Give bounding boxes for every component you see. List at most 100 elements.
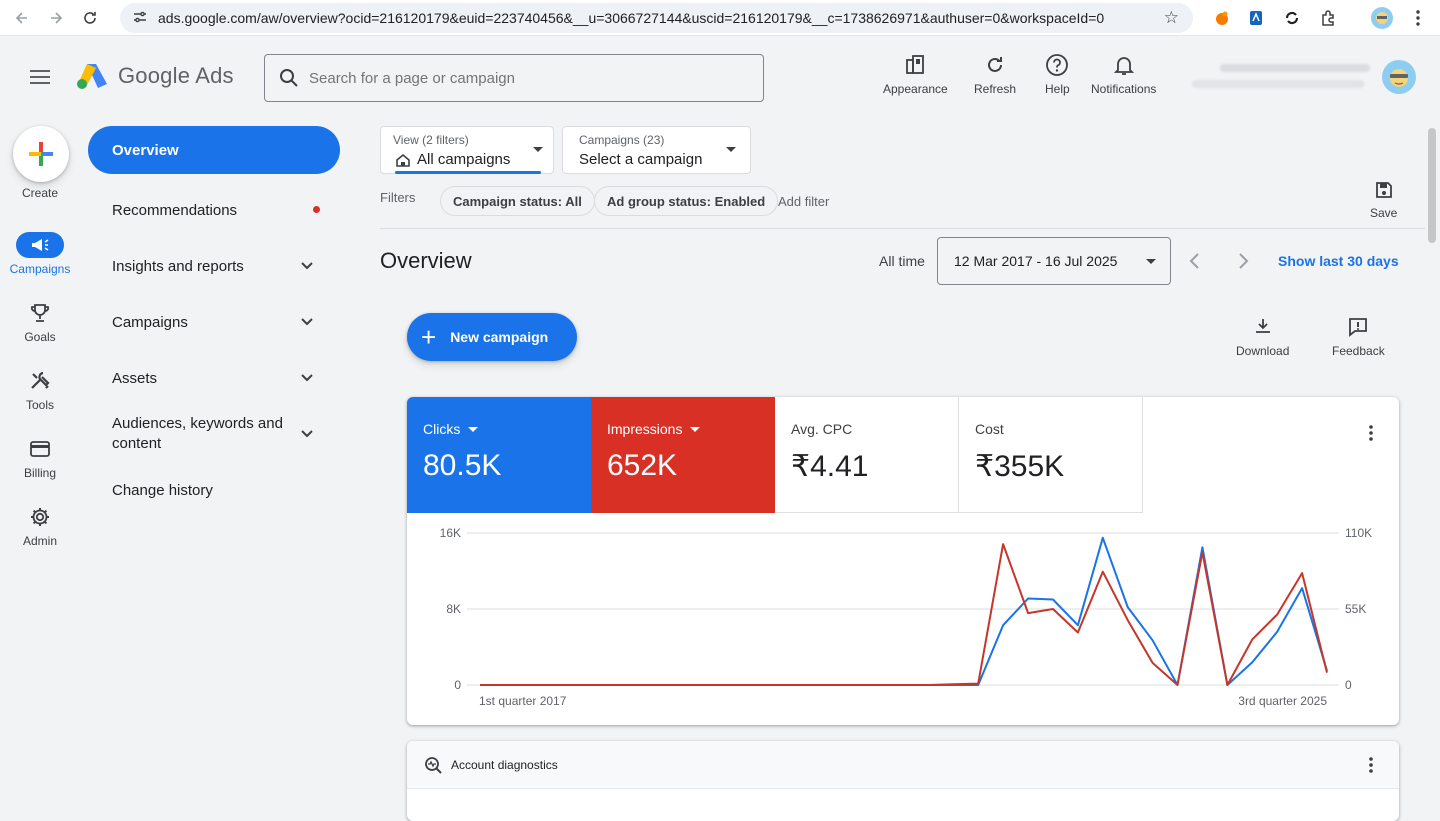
appearance-button[interactable]: Appearance [883,52,948,96]
help-icon [1045,52,1069,78]
menu-icon[interactable] [30,70,50,88]
forward-icon[interactable] [44,6,68,30]
sidebar-nav: Overview Recommendations Insights and re… [88,126,340,518]
campaign-selector[interactable]: Campaigns (23) Select a campaign [562,126,751,174]
caret-down-icon [533,147,543,152]
notifications-label: Notifications [1091,82,1157,96]
sidebar-item-change-history[interactable]: Change history [112,481,213,499]
save-button[interactable]: Save [1370,180,1397,220]
caret-down-icon [1146,259,1156,264]
save-label: Save [1370,206,1398,220]
view-selector[interactable]: View (2 filters) All campaigns [380,126,554,174]
account-name-redacted [1220,64,1370,72]
sidebar-item-audiences[interactable]: Audiences, keywords and content [88,406,340,462]
plus-icon [29,142,53,166]
rail-admin-label: Admin [22,534,57,548]
account-diagnostics-card[interactable]: Account diagnostics [407,741,1399,821]
download-label: Download [1236,344,1290,358]
rail-item-billing[interactable]: Billing [0,436,80,480]
chevron-down-icon [301,318,313,326]
tools-icon [29,368,51,394]
create-button[interactable] [13,126,69,182]
search-box[interactable] [264,54,764,102]
back-icon[interactable] [10,6,34,30]
date-range-picker[interactable]: 12 Mar 2017 - 16 Jul 2025 [937,237,1171,285]
google-ads-logo[interactable]: Google Ads [76,62,234,90]
url-text: ads.google.com/aw/overview?ocid=21612017… [158,10,1105,26]
metric-cost-value: ₹355K [975,450,1065,483]
right-axis-tick-label: 110K [1345,526,1372,540]
profile-avatar-icon[interactable] [1371,7,1393,29]
notifications-button[interactable]: Notifications [1091,52,1156,96]
extensions-puzzle-icon[interactable] [1318,8,1338,28]
next-period-icon[interactable] [1232,250,1254,272]
filter-chip-ad-group-status[interactable]: Ad group status: Enabled [594,186,779,216]
avatar[interactable] [1382,60,1416,94]
chevron-down-icon [301,430,313,438]
all-time-label: All time [879,253,925,269]
help-button[interactable]: Help [1045,52,1070,96]
sidebar-item-overview[interactable]: Overview [88,126,340,174]
new-campaign-label: New campaign [450,329,549,345]
site-info-icon[interactable] [128,9,152,28]
more-vert-icon[interactable] [1369,757,1373,773]
page-title: Overview [380,248,472,273]
rail-item-campaigns[interactable]: Campaigns [0,232,80,276]
filter-chip-campaign-status[interactable]: Campaign status: All [440,186,595,216]
search-input[interactable] [309,69,749,87]
feedback-button[interactable]: Feedback [1332,316,1385,358]
app-header: Google Ads Appearance Refresh Help Notif… [0,36,1440,120]
rail-item-goals[interactable]: Goals [0,300,80,344]
rail-tools-label: Tools [25,398,54,412]
extension-document-icon[interactable] [1246,8,1266,28]
metric-avg-cpc[interactable]: Avg. CPC ₹4.41 [775,397,959,513]
extension-orange-icon[interactable] [1212,8,1232,28]
download-icon [1255,319,1270,333]
address-bar[interactable]: ads.google.com/aw/overview?ocid=21612017… [120,3,1193,33]
previous-period-icon[interactable] [1184,250,1206,272]
add-filter-button[interactable]: Add filter [778,194,830,209]
metric-impressions[interactable]: Impressions 652K [591,397,775,513]
sidebar-item-insights-and-reports[interactable]: Insights and reports [88,238,340,294]
series-line-impressions[interactable] [480,543,1328,686]
rail-item-admin[interactable]: Admin [0,504,80,548]
appearance-icon [904,52,926,78]
sidebar-item-recommendations[interactable]: Recommendations [88,182,340,238]
left-axis-tick-label: 0 [454,678,461,692]
trophy-icon [29,300,51,326]
app-name: Google Ads [118,63,234,88]
account-diagnostics-header [407,741,1399,789]
extension-sync-icon[interactable] [1282,8,1302,28]
account-info[interactable] [1192,64,1372,88]
x-axis-label-end: 3rd quarter 2025 [1238,694,1327,708]
view-selector-value: All campaigns [417,151,511,168]
new-campaign-button[interactable]: + New campaign [407,313,577,361]
account-email-redacted [1192,80,1364,88]
show-last-30-days-link[interactable]: Show last 30 days [1278,253,1399,269]
rail-create-label[interactable]: Create [21,186,59,200]
active-indicator [395,171,541,174]
caret-down-icon [690,426,701,432]
sidebar-item-campaigns[interactable]: Campaigns [88,294,340,350]
rail-item-tools[interactable]: Tools [0,368,80,412]
reload-icon[interactable] [78,6,102,30]
save-icon [1375,182,1392,198]
campaign-selector-value: Select a campaign [579,151,703,168]
avatar-icon [1390,69,1408,87]
sidebar-item-assets[interactable]: Assets [88,350,340,406]
download-button[interactable]: Download [1236,316,1289,358]
right-axis-tick-label: 55K [1345,602,1366,616]
more-vert-icon[interactable] [1369,425,1373,441]
metric-clicks[interactable]: Clicks 80.5K [407,397,591,513]
scrollbar[interactable] [1428,128,1436,243]
refresh-icon [984,52,1006,78]
chevron-down-icon [301,262,313,270]
browser-menu-icon[interactable] [1408,8,1428,28]
refresh-button[interactable]: Refresh [974,52,1016,96]
feedback-icon [1349,318,1368,337]
series-line-clicks[interactable] [480,536,1328,686]
gear-icon [29,504,51,530]
metric-cost[interactable]: Cost ₹355K [959,397,1143,513]
bookmark-star-icon[interactable]: ☆ [1163,8,1179,27]
metric-cost-label: Cost [975,421,1004,437]
